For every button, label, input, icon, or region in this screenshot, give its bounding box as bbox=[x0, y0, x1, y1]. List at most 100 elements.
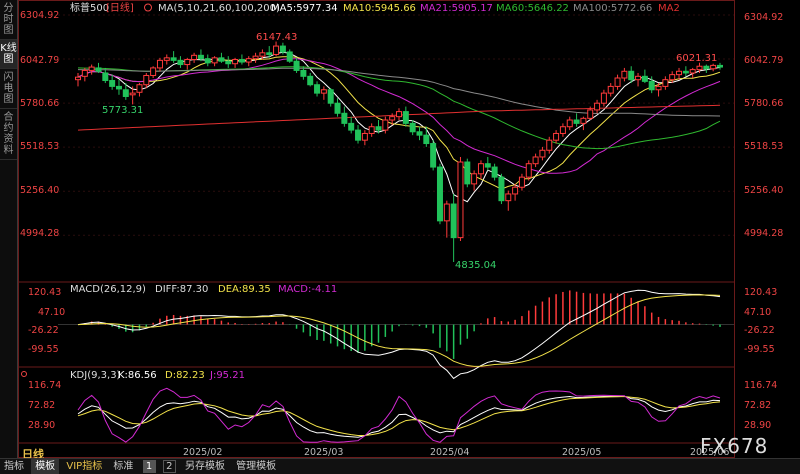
candle-body bbox=[559, 126, 566, 134]
candle-body bbox=[450, 203, 457, 239]
price-axis-right-2: 5780.66 bbox=[744, 98, 783, 109]
candle-body bbox=[266, 52, 273, 55]
kdj-axis-left-0: 116.74 bbox=[28, 380, 61, 391]
save-template-button[interactable]: 另存模板 bbox=[184, 461, 225, 472]
candle-body bbox=[355, 129, 362, 141]
macd-params: MACD(26,12,9) bbox=[70, 284, 146, 295]
macd-axis-left-3: -99.55 bbox=[28, 344, 59, 355]
tab-kline[interactable]: K线图 bbox=[0, 40, 17, 69]
kdj-indicator bbox=[77, 387, 721, 443]
vip-indicator-button[interactable]: VIP指标 bbox=[66, 461, 103, 472]
macd-axis-right-3: -99.55 bbox=[744, 344, 775, 355]
candle-body bbox=[539, 149, 546, 158]
candle-body bbox=[621, 70, 628, 79]
candle-body bbox=[211, 57, 218, 64]
candle-body bbox=[532, 156, 539, 165]
macd-header: MACD(26,12,9) DIFF:87.30 DEA:89.35 MACD:… bbox=[70, 284, 337, 295]
candle-body bbox=[546, 139, 553, 151]
macd-dea: DEA:89.35 bbox=[218, 284, 271, 295]
price-axis-right-1: 6042.79 bbox=[744, 55, 783, 66]
manage-template-button[interactable]: 管理模板 bbox=[236, 461, 277, 472]
candle-body bbox=[334, 102, 341, 114]
candle-body bbox=[580, 117, 587, 124]
macd-dea-line bbox=[77, 294, 721, 367]
candle-body bbox=[293, 60, 300, 71]
candle-body bbox=[594, 102, 601, 111]
kdj-d: D:82.23 bbox=[165, 370, 205, 381]
candle-body bbox=[471, 173, 478, 185]
candle-body bbox=[607, 85, 614, 94]
candle-body bbox=[259, 52, 266, 57]
tab-intraday[interactable]: 分时图 bbox=[0, 0, 17, 40]
candle-body bbox=[163, 57, 170, 61]
candle-body bbox=[600, 92, 607, 104]
annotation-high-2: 6021.31 bbox=[676, 53, 717, 64]
indicator-button[interactable]: 指标 bbox=[4, 461, 24, 472]
candle-body bbox=[402, 111, 409, 124]
period-label[interactable]: 日线 bbox=[22, 448, 44, 461]
candle-body bbox=[184, 59, 191, 66]
candle-body bbox=[307, 75, 314, 86]
candle-body bbox=[566, 119, 573, 128]
kdj-d-line bbox=[77, 395, 721, 436]
candle-body bbox=[273, 45, 280, 55]
bottom-toolbar: 指标 模板 VIP指标 标准 1 2 另存模板 管理模板 bbox=[0, 458, 800, 474]
chart-area[interactable]: 标普500 [日线] MA(5,10,21,60,100,200) MA5:59… bbox=[18, 0, 800, 458]
price-axis-right-4: 5256.40 bbox=[744, 185, 783, 196]
price-axis-left-2: 5780.66 bbox=[20, 98, 59, 109]
symbol-label: 标普500 bbox=[70, 1, 109, 14]
candle-body bbox=[314, 84, 321, 94]
sidebar: 分时图 K线图 闪电图 合约资料 bbox=[0, 0, 18, 458]
candle-body bbox=[573, 119, 580, 124]
layout-1-button[interactable]: 1 bbox=[142, 460, 156, 473]
candle-body bbox=[102, 72, 109, 82]
price-axis-left-3: 5518.53 bbox=[20, 141, 59, 152]
candle-body bbox=[641, 75, 648, 82]
candle-body bbox=[614, 77, 621, 87]
candle-body bbox=[477, 163, 484, 175]
tab-flash[interactable]: 闪电图 bbox=[0, 69, 17, 109]
x-label-jun: 2025/06 bbox=[690, 447, 729, 458]
candle-body bbox=[348, 122, 355, 131]
candle-body bbox=[109, 80, 116, 87]
standard-button[interactable]: 标准 bbox=[113, 461, 134, 472]
kdj-j-line bbox=[77, 387, 721, 443]
candle-body bbox=[204, 58, 211, 64]
candle-body bbox=[382, 119, 389, 131]
ma21-line bbox=[77, 58, 721, 174]
candle-body bbox=[409, 122, 416, 133]
macd-axis-left-2: -26.22 bbox=[28, 325, 59, 336]
x-label-apr: 2025/04 bbox=[430, 447, 469, 458]
candle-body bbox=[245, 58, 252, 63]
candle-body bbox=[279, 45, 286, 53]
ma21-value: MA21:5905.17 bbox=[420, 3, 493, 14]
candle-body bbox=[457, 161, 464, 239]
candle-body bbox=[655, 85, 662, 91]
candle-body bbox=[518, 176, 525, 188]
price-axis-right-0: 6304.92 bbox=[744, 12, 783, 23]
candle-body bbox=[669, 74, 676, 81]
ma-params: MA(5,10,21,60,100,200) bbox=[158, 3, 280, 14]
macd-axis-right-2: -26.22 bbox=[744, 325, 775, 336]
layout-2-button[interactable]: 2 bbox=[162, 460, 176, 473]
ma100-line bbox=[77, 67, 721, 117]
chart-frame bbox=[18, 0, 735, 458]
fx678-logo: FX678 bbox=[700, 434, 769, 458]
template-button[interactable]: 模板 bbox=[31, 459, 60, 474]
kdj-settings-icon[interactable] bbox=[21, 371, 27, 377]
candle-body bbox=[464, 161, 471, 185]
settings-icon[interactable] bbox=[144, 3, 152, 12]
candle-body bbox=[710, 64, 717, 70]
candle-body bbox=[423, 134, 430, 145]
candle-body bbox=[396, 111, 402, 118]
tab-contract-info[interactable]: 合约资料 bbox=[0, 109, 17, 160]
candle-body bbox=[136, 84, 143, 93]
kdj-axis-right-0: 116.74 bbox=[744, 380, 777, 391]
price-axis-left-4: 5256.40 bbox=[20, 185, 59, 196]
ma5-value: MA5:5977.34 bbox=[271, 3, 338, 14]
kdj-k: K:86.56 bbox=[118, 370, 157, 381]
candle-body bbox=[553, 132, 560, 141]
candlestick-series bbox=[75, 41, 723, 263]
kdj-axis-left-1: 72.82 bbox=[28, 400, 55, 411]
candle-body bbox=[191, 54, 198, 61]
